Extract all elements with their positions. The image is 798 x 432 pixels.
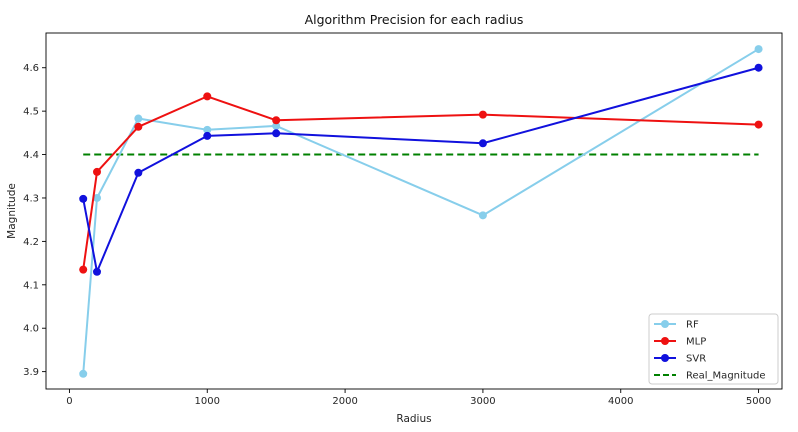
data-point-svr bbox=[203, 131, 212, 140]
data-point-mlp bbox=[754, 120, 763, 129]
legend-label-mlp: MLP bbox=[686, 337, 706, 348]
data-point-rf bbox=[79, 369, 88, 378]
y-tick-label: 4.6 bbox=[23, 63, 39, 74]
legend-label-rf: RF bbox=[686, 320, 699, 331]
data-point-mlp bbox=[203, 92, 212, 101]
data-point-mlp bbox=[79, 265, 88, 274]
axis-ticks: 0 1000 2000 3000 4000 5000 3.9 4.0 4.1 4.2 4.3 4.4 4… bbox=[23, 63, 771, 407]
x-tick-label: 2000 bbox=[332, 396, 357, 407]
legend-marker-rf bbox=[661, 320, 669, 328]
y-tick-label: 4.2 bbox=[23, 237, 39, 248]
y-tick-label: 4.5 bbox=[23, 107, 39, 118]
data-point-svr bbox=[92, 267, 101, 276]
series-line-svr bbox=[82, 66, 759, 273]
data-point-svr bbox=[272, 129, 281, 138]
y-tick-label: 3.9 bbox=[23, 367, 39, 378]
data-point-rf bbox=[203, 125, 212, 134]
series-mlp bbox=[79, 92, 763, 274]
data-point-mlp bbox=[134, 122, 143, 131]
data-point-mlp bbox=[478, 110, 487, 119]
y-tick-label: 4.0 bbox=[23, 324, 39, 335]
legend-marker-mlp bbox=[661, 337, 669, 345]
y-tick-label: 4.3 bbox=[23, 193, 39, 204]
data-point-mlp bbox=[272, 116, 281, 125]
legend-marker-svr bbox=[661, 354, 669, 362]
chart-title: Algorithm Precision for each radius bbox=[305, 12, 524, 27]
data-point-svr bbox=[478, 139, 487, 148]
x-tick-label: 0 bbox=[66, 396, 72, 407]
series-svr bbox=[79, 63, 763, 276]
x-tick-label: 3000 bbox=[470, 396, 495, 407]
legend-label-svr: SVR bbox=[686, 354, 706, 365]
x-tick-label: 1000 bbox=[195, 396, 220, 407]
data-point-rf bbox=[134, 114, 143, 123]
legend-box bbox=[648, 313, 779, 385]
data-point-svr bbox=[79, 194, 88, 203]
data-point-svr bbox=[134, 168, 143, 177]
legend-label-real-magnitude: Real_Magnitude bbox=[686, 371, 766, 382]
x-axis-label: Radius bbox=[396, 413, 431, 425]
x-tick-label: 4000 bbox=[608, 396, 633, 407]
plot-frame bbox=[45, 32, 783, 390]
y-tick-label: 4.1 bbox=[23, 280, 39, 291]
series-line-mlp bbox=[82, 95, 759, 270]
series-layer bbox=[79, 45, 763, 378]
data-point-rf bbox=[92, 193, 101, 202]
data-point-rf bbox=[272, 121, 281, 130]
y-axis-label: Magnitude bbox=[6, 183, 18, 239]
data-point-svr bbox=[754, 63, 763, 72]
x-tick-label: 5000 bbox=[746, 396, 771, 407]
data-point-rf bbox=[754, 45, 763, 54]
series-rf bbox=[79, 45, 763, 378]
legend: RF MLP SVR Real_Magnitude bbox=[648, 313, 779, 385]
data-point-mlp bbox=[92, 167, 101, 176]
y-tick-label: 4.4 bbox=[23, 150, 39, 161]
data-point-rf bbox=[478, 211, 487, 220]
